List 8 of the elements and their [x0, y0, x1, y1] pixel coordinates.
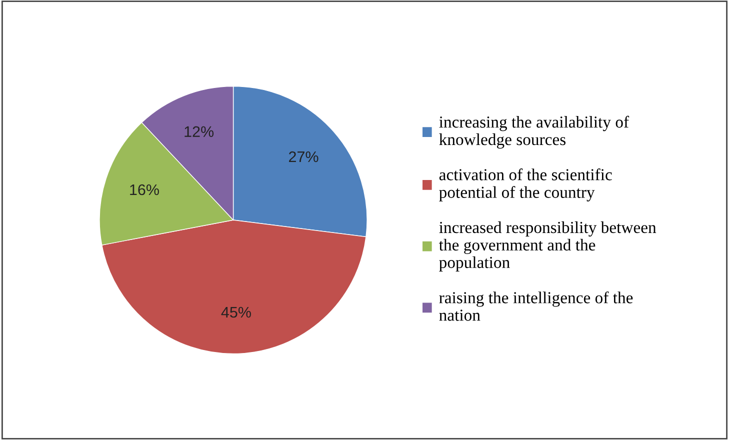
data-label: 16% [130, 184, 159, 196]
data-label: 45% [221, 306, 251, 318]
legend-label: raising the intelligence of the nation [439, 291, 633, 321]
legend-label: activation of the scientific potential of the country [439, 168, 612, 202]
legend-label: increased responsibility between the government and the population [439, 221, 656, 272]
data-label: 12% [184, 126, 214, 137]
data-label: 27% [288, 151, 318, 162]
legend-label: increasing the availability of knowledge sources [439, 116, 630, 149]
